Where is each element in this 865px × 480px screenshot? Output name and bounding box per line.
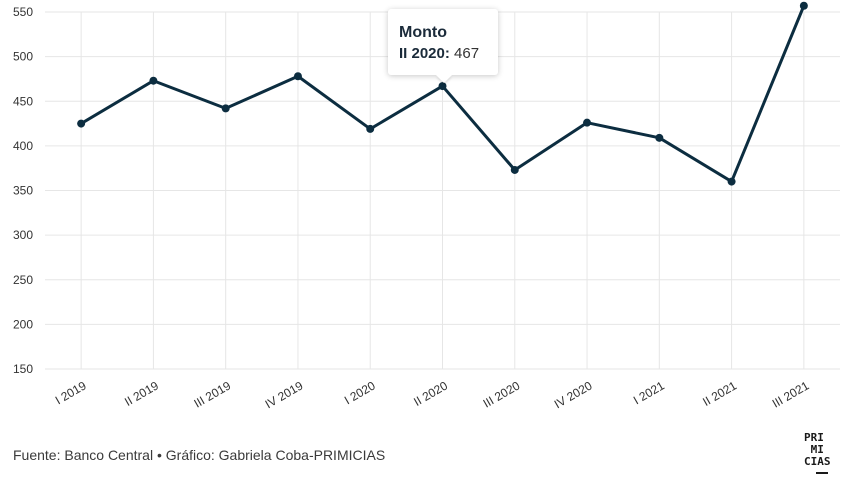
data-tooltip: Monto II 2020: 467 bbox=[388, 9, 498, 83]
x-tick-label: III 2021 bbox=[770, 378, 812, 410]
tooltip-category: II 2020: bbox=[399, 45, 450, 62]
x-tick-label: IV 2020 bbox=[552, 378, 595, 411]
y-tick-label: 550 bbox=[13, 5, 33, 19]
data-point[interactable] bbox=[799, 1, 808, 10]
x-tick-label: III 2020 bbox=[481, 378, 523, 410]
data-point[interactable] bbox=[438, 82, 447, 91]
data-point[interactable] bbox=[293, 72, 302, 81]
x-tick-label: I 2021 bbox=[631, 378, 667, 407]
x-tick-label: IV 2019 bbox=[263, 378, 306, 411]
tooltip-series-name: Monto bbox=[399, 24, 447, 41]
vertical-gridlines bbox=[80, 12, 805, 369]
x-tick-label: I 2020 bbox=[342, 378, 378, 407]
data-point[interactable] bbox=[510, 165, 519, 174]
data-point[interactable] bbox=[221, 104, 230, 113]
y-tick-label: 300 bbox=[13, 228, 33, 242]
chart-source-credit: Fuente: Banco Central • Gráfico: Gabriel… bbox=[13, 447, 386, 463]
data-point[interactable] bbox=[727, 177, 736, 186]
y-tick-label: 450 bbox=[13, 94, 33, 108]
logo-line-1: PRI bbox=[804, 431, 824, 444]
x-tick-label: II 2019 bbox=[122, 378, 161, 409]
x-tick-label: II 2020 bbox=[411, 378, 450, 409]
logo-line-2: MI bbox=[804, 443, 824, 456]
x-axis-tick-labels: I 2019 II 2019 III 2019 IV 2019 I 2020 II 202… bbox=[53, 378, 812, 411]
tooltip-pointer bbox=[436, 75, 452, 83]
data-point[interactable] bbox=[149, 76, 158, 85]
y-tick-label: 150 bbox=[13, 362, 33, 376]
y-tick-label: 200 bbox=[13, 317, 33, 331]
x-tick-label: II 2021 bbox=[700, 378, 739, 409]
logo-line-3: CIAS bbox=[804, 455, 831, 468]
series-monto-points[interactable] bbox=[77, 1, 808, 186]
x-tick-label: III 2019 bbox=[192, 378, 234, 410]
tooltip-value-row: II 2020: 467 bbox=[399, 43, 498, 65]
data-point[interactable] bbox=[583, 118, 592, 127]
y-tick-label: 500 bbox=[13, 50, 33, 64]
x-tick-label: I 2019 bbox=[53, 378, 89, 407]
data-point[interactable] bbox=[655, 133, 664, 142]
y-tick-label: 400 bbox=[13, 139, 33, 153]
y-axis-tick-labels: 150 200 250 300 350 400 450 500 550 bbox=[13, 5, 33, 376]
data-point[interactable] bbox=[77, 119, 86, 128]
y-tick-label: 350 bbox=[13, 184, 33, 198]
primicias-logo[interactable]: PRI MI CIAS bbox=[804, 431, 848, 474]
logo-underline bbox=[816, 472, 828, 474]
tooltip-value: 467 bbox=[454, 45, 480, 62]
y-tick-label: 250 bbox=[13, 273, 33, 287]
data-point[interactable] bbox=[366, 124, 375, 133]
